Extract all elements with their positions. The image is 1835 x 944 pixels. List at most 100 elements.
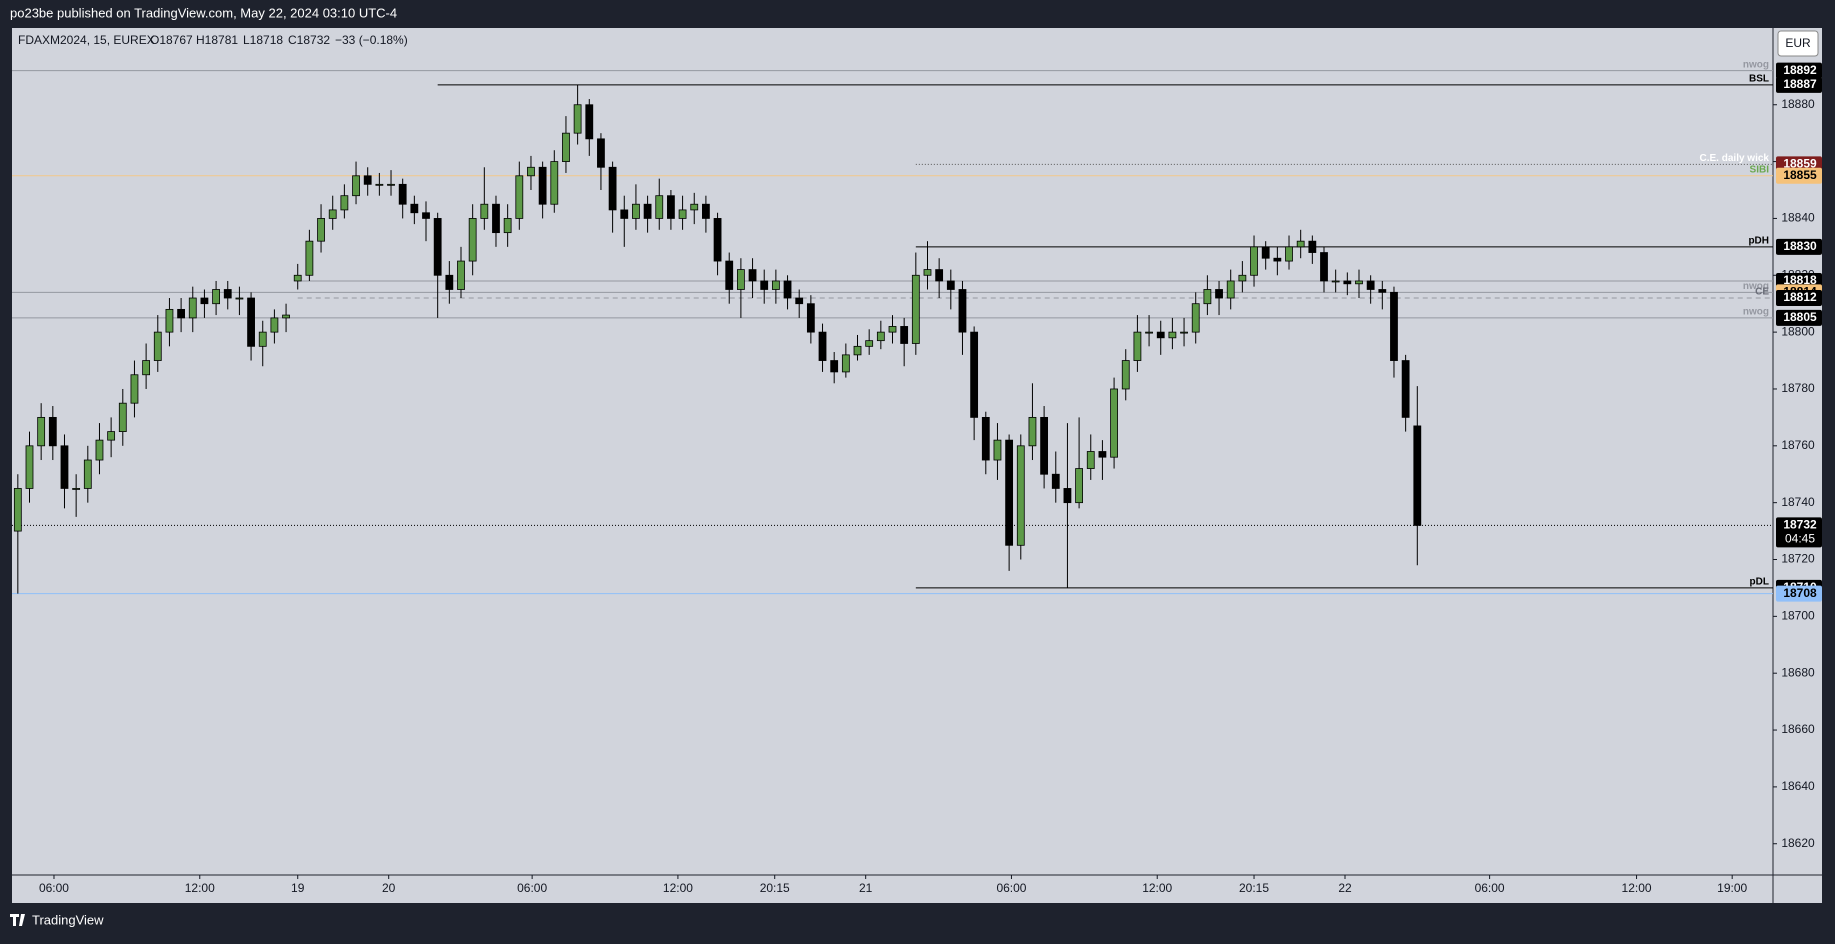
candle-body (457, 260, 465, 290)
candle-body (503, 218, 512, 234)
candle-body (247, 297, 255, 347)
legend-open: O18767 (150, 33, 193, 47)
x-tick-label: 21 (859, 881, 873, 895)
candle-body (422, 212, 430, 219)
candle-body (702, 203, 710, 219)
y-tick-label: 18680 (1781, 665, 1815, 679)
candle-body (387, 183, 395, 186)
x-tick-label: 12:00 (1142, 881, 1172, 895)
y-tick-label: 18700 (1781, 609, 1815, 623)
price-tag-label: 18708 (1783, 586, 1817, 600)
candle-body (1075, 468, 1083, 504)
candle-body (1005, 439, 1014, 546)
level-text: nwog (1743, 307, 1769, 318)
candle-body (748, 269, 757, 282)
candle-body (1366, 280, 1375, 290)
candle-body (1285, 246, 1293, 262)
x-tick-label: 12:00 (663, 881, 693, 895)
candle-body (107, 431, 116, 441)
candle-body (830, 360, 839, 373)
candle-body (550, 161, 559, 205)
price-tag-label: 18805 (1783, 310, 1817, 324)
candle-body (48, 416, 57, 447)
y-tick-label: 18640 (1781, 779, 1815, 793)
header-text: po23be published on TradingView.com, May… (10, 5, 397, 20)
candle-body (1121, 360, 1130, 390)
candle-body (783, 280, 792, 299)
candle-body (363, 175, 372, 185)
candle-body (946, 280, 955, 290)
chart-background (12, 28, 1822, 903)
candle-body (317, 218, 325, 242)
level-text: BSL (1749, 73, 1769, 84)
y-tick-label: 18740 (1781, 495, 1815, 509)
candle-body (841, 354, 850, 373)
candle-body (935, 269, 944, 282)
candle-body (1168, 331, 1177, 339)
candle-body (433, 218, 442, 276)
candle-body (597, 138, 605, 168)
candle-body (1180, 331, 1188, 334)
candle-body (130, 374, 139, 404)
candle-body (911, 274, 920, 344)
candle-body (1343, 280, 1352, 285)
candle-body (1273, 257, 1282, 262)
candle-body (153, 331, 162, 361)
candle-body (1145, 331, 1153, 334)
candle-body (118, 402, 127, 433)
price-tag-label: 18855 (1783, 168, 1817, 182)
plot-area: 18620 18640 18660 18680 18700 18720 18740 18760… (12, 59, 1822, 895)
candle-body (853, 345, 862, 356)
candle-body (771, 280, 780, 290)
candle-body (1401, 360, 1410, 418)
candle-body (1355, 280, 1363, 285)
candle-body (1133, 331, 1142, 361)
legend-symbol: FDAXM2024, 15, EUREX (18, 33, 155, 47)
price-tag-label: 18830 (1783, 239, 1817, 253)
currency-button[interactable] (1777, 30, 1819, 57)
y-tick-label: 18800 (1781, 324, 1815, 338)
candle-body (795, 297, 804, 305)
candle-body (562, 132, 570, 162)
candle-body (212, 289, 220, 305)
candle-body (1110, 388, 1118, 458)
candle-body (282, 314, 290, 319)
candle-body (445, 274, 454, 290)
footer-logo (10, 914, 25, 926)
candle-body (900, 326, 909, 344)
candle-body (643, 203, 652, 219)
price-tag (1776, 167, 1822, 184)
y-tick-label: 18620 (1781, 836, 1815, 850)
price-tag (1776, 290, 1822, 307)
candle-body (1320, 252, 1328, 282)
candle-body (667, 195, 675, 219)
candle-body (1413, 425, 1422, 526)
level-text: SIBI (1750, 164, 1770, 175)
candle-body (1226, 280, 1235, 299)
candle-body (60, 445, 69, 489)
level-text: CE (1755, 287, 1769, 298)
candle-body (538, 166, 547, 205)
candle-body (655, 195, 664, 219)
candle-body (1238, 274, 1247, 282)
x-tick-label: 20:15 (1239, 881, 1269, 895)
price-tag-label: 18732 (1783, 518, 1817, 532)
candle-body (142, 360, 151, 376)
footer-brand: TradingView (32, 912, 104, 927)
candle-body (620, 209, 629, 219)
candle-body (25, 445, 34, 489)
candle-body (352, 175, 360, 197)
currency-label[interactable]: EUR (1785, 36, 1811, 50)
candle-body (608, 166, 617, 211)
candle-body (293, 274, 302, 282)
candle-body (1250, 246, 1258, 276)
candle-body (72, 488, 81, 490)
candle-body (760, 280, 769, 290)
candle-body (1261, 246, 1270, 259)
candle-body (690, 203, 699, 211)
candle-body (1028, 416, 1037, 447)
x-tick-label: 06:00 (517, 881, 547, 895)
candle-body (678, 209, 687, 219)
